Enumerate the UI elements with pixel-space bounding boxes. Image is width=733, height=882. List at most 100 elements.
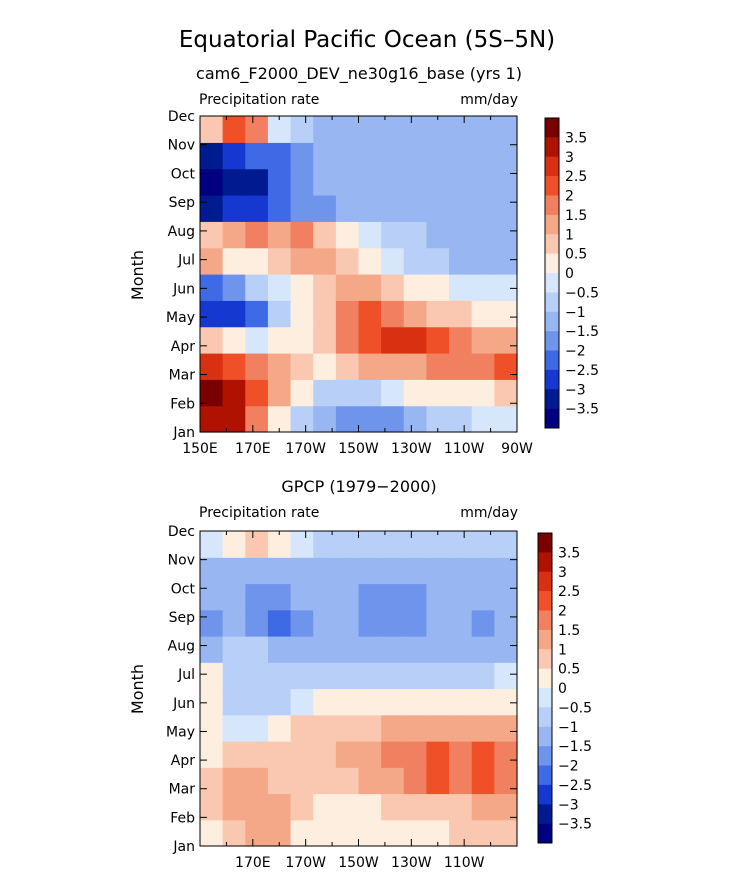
heatmap-cell (290, 636, 314, 663)
heatmap-cell (313, 819, 337, 847)
heatmap-cell (381, 741, 405, 768)
heatmap-cell (381, 300, 405, 328)
heatmap-cell (449, 714, 473, 742)
heatmap-cell (200, 793, 224, 821)
panel-model: cam6_F2000_DEV_ne30g16_base (yrs 1) Prec… (128, 64, 599, 457)
heatmap-cell (426, 274, 450, 301)
heatmap-cell (358, 142, 382, 170)
heatmap-cell (449, 168, 473, 196)
heatmap-cell (358, 379, 382, 407)
heatmap-cell (403, 609, 428, 637)
heatmap-cell (471, 195, 495, 222)
heatmap-cell (290, 274, 314, 301)
heatmap-cell (449, 195, 473, 222)
colorbar-label: 1 (565, 227, 574, 243)
heatmap-cell (494, 247, 518, 275)
heatmap-cell (200, 557, 224, 585)
colorbar-label: −3.5 (565, 402, 599, 418)
heatmap-cell (313, 609, 337, 637)
heatmap-cell (245, 609, 269, 637)
y-tick-label: Jun (172, 281, 195, 297)
heatmap-cell (494, 405, 518, 433)
heatmap-cell (290, 767, 314, 795)
heatmap-cell (403, 142, 428, 170)
heatmap-cell (449, 142, 473, 170)
heatmap-cell (381, 609, 405, 637)
heatmap-cell (245, 142, 269, 170)
y-tick-label: Mar (169, 368, 196, 384)
panel-obs: GPCP (1979−2000) Precipitation rate mm/d… (128, 477, 592, 871)
heatmap-cell (471, 168, 495, 196)
colorbar-swatch (538, 707, 552, 728)
heatmap-cell (403, 688, 428, 716)
heatmap-cell (471, 300, 495, 328)
heatmap-cell (358, 636, 382, 663)
heatmap-cell (335, 557, 360, 585)
panel-obs-plot (199, 530, 518, 847)
heatmap-cell (449, 609, 473, 637)
heatmap-cell (267, 195, 292, 222)
heatmap-cell (471, 662, 495, 690)
heatmap-cell (290, 168, 314, 196)
colorbar-swatch (545, 234, 559, 254)
heatmap-cell (267, 142, 292, 170)
heatmap-cell (290, 326, 314, 354)
heatmap-cell (200, 531, 224, 558)
heatmap-cell (267, 741, 292, 768)
heatmap-cell (449, 326, 473, 354)
heatmap-cell (200, 379, 224, 407)
y-tick-label: Sep (169, 195, 196, 211)
colorbar-label: −2.5 (558, 778, 592, 794)
heatmap-cell (426, 609, 450, 637)
heatmap-cell (267, 557, 292, 585)
heatmap-cell (222, 195, 246, 222)
heatmap-cell (494, 583, 518, 611)
heatmap-cell (335, 247, 360, 275)
heatmap-cell (267, 168, 292, 196)
heatmap-cell (471, 557, 495, 585)
heatmap-cell (290, 819, 314, 847)
colorbar-swatch (545, 408, 559, 429)
heatmap-cell (222, 662, 246, 690)
heatmap-cell (358, 583, 382, 611)
y-tick-label: Jun (172, 696, 195, 712)
heatmap-cell (471, 116, 495, 143)
heatmap-cell (222, 326, 246, 354)
heatmap-cell (267, 767, 292, 795)
heatmap-cell (403, 767, 428, 795)
heatmap-cell (290, 116, 314, 143)
heatmap-cell (245, 221, 269, 249)
heatmap-cell (245, 531, 269, 558)
panel-obs-colorbar: 3.5 3 2.5 2 1.5 1 0.5 0 −0.5 −1 −1.5 −2 −2.5 −3 −3.5 (537, 532, 592, 844)
heatmap-cell (267, 662, 292, 690)
heatmap-cell (381, 714, 405, 742)
heatmap-cell (290, 353, 314, 380)
heatmap-cell (222, 583, 246, 611)
heatmap-cell (449, 405, 473, 433)
heatmap-cell (381, 662, 405, 690)
heatmap-cell (335, 819, 360, 847)
heatmap-cell (426, 662, 450, 690)
heatmap-cell (494, 168, 518, 196)
heatmap-cell (358, 609, 382, 637)
colorbar-label: −2.5 (565, 363, 599, 379)
heatmap-cell (245, 688, 269, 716)
heatmap-cell (381, 326, 405, 354)
heatmap-cell (245, 767, 269, 795)
colorbar-label: −0.5 (565, 285, 599, 301)
colorbar-swatch (538, 746, 552, 766)
heatmap-cell (403, 557, 428, 585)
y-tick-label: Oct (171, 581, 196, 597)
heatmap-cell (381, 531, 405, 558)
heatmap-cell (200, 274, 224, 301)
heatmap-cell (267, 274, 292, 301)
heatmap-cell (494, 142, 518, 170)
colorbar-label: −3 (565, 382, 586, 398)
heatmap-cell (200, 636, 224, 663)
heatmap-cell (290, 714, 314, 742)
heatmap-cell (403, 662, 428, 690)
heatmap-cell (358, 195, 382, 222)
x-tick-label: 150W (338, 855, 379, 871)
heatmap-cell (335, 353, 360, 380)
heatmap-cell (267, 714, 292, 742)
